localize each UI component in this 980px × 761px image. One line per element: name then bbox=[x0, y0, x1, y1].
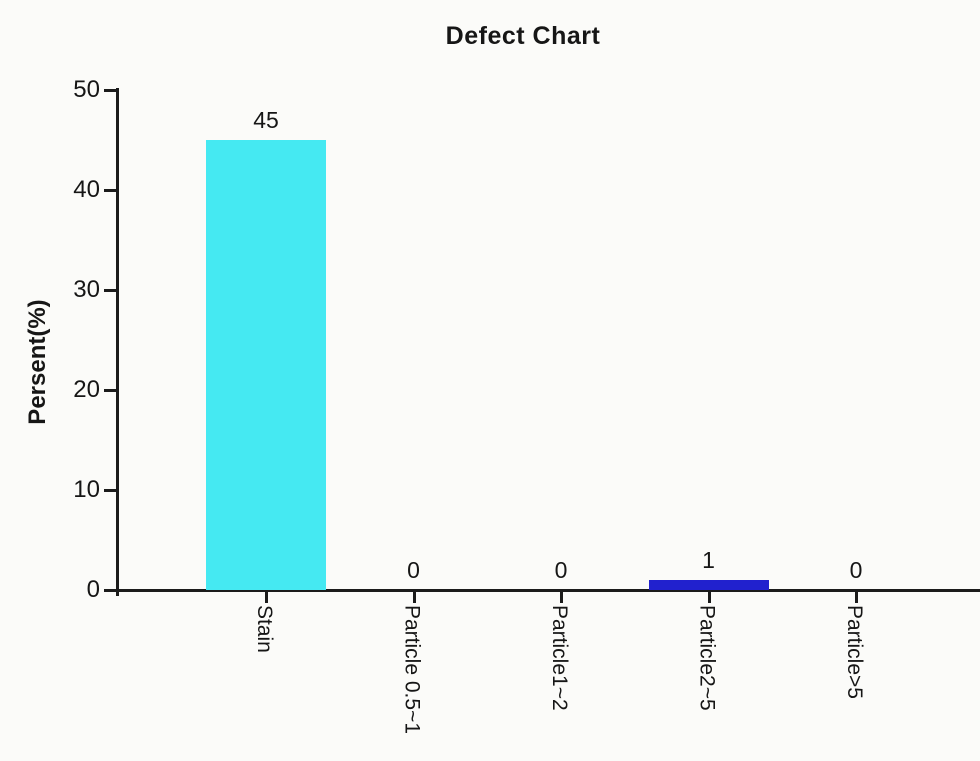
y-tick-label: 20 bbox=[73, 376, 100, 403]
y-tick-label: 0 bbox=[86, 576, 100, 603]
y-tick-label: 10 bbox=[73, 476, 100, 503]
x-tick bbox=[707, 592, 711, 603]
bar-value-label: 45 bbox=[253, 107, 279, 133]
category-label: Stain bbox=[253, 605, 276, 653]
bar-value-label: 0 bbox=[554, 557, 568, 583]
y-tick bbox=[104, 289, 117, 292]
bar-value-label: 0 bbox=[407, 557, 420, 583]
x-tick bbox=[855, 592, 858, 603]
y-tick bbox=[104, 89, 117, 92]
bar-stain bbox=[206, 140, 326, 590]
category-label: Particle2~5 bbox=[695, 605, 719, 711]
y-tick-label: 50 bbox=[73, 76, 100, 103]
bar-value-label: 0 bbox=[849, 557, 863, 583]
chart-title: Defect Chart bbox=[445, 22, 601, 50]
category-label: Particle1~2 bbox=[548, 605, 571, 711]
y-tick-label: 40 bbox=[73, 176, 100, 203]
category-label: Particle 0.5~1 bbox=[400, 605, 424, 734]
x-axis-line bbox=[104, 589, 980, 592]
y-axis-line bbox=[116, 88, 119, 596]
bar-value-label: 1 bbox=[702, 547, 715, 573]
bar-particle2-5 bbox=[648, 580, 769, 590]
y-tick bbox=[104, 389, 117, 392]
y-tick bbox=[104, 189, 117, 192]
y-tick bbox=[104, 589, 117, 592]
category-label: Particle>5 bbox=[843, 605, 866, 699]
x-tick bbox=[412, 592, 416, 603]
x-tick bbox=[265, 592, 268, 603]
y-tick-label: 30 bbox=[73, 276, 100, 303]
x-tick bbox=[560, 592, 563, 603]
y-tick bbox=[104, 489, 117, 492]
